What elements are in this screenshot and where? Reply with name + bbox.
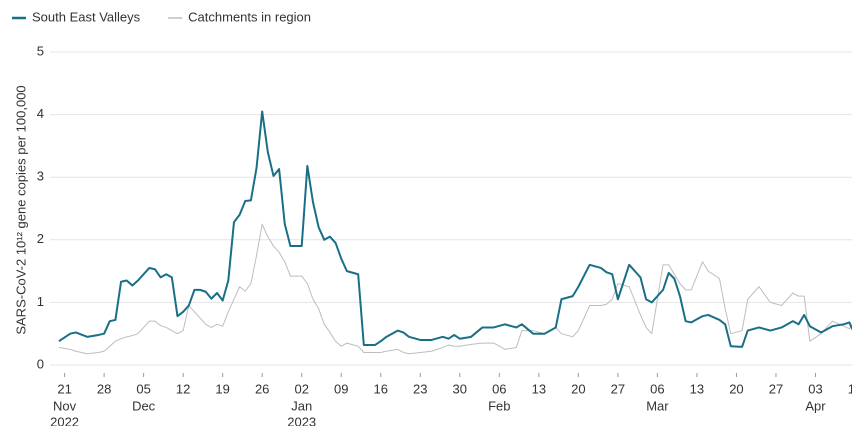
x-tick-label: 20 [729,381,743,396]
x-tick-label: 09 [334,381,348,396]
x-tick-label: 13 [690,381,704,396]
x-tick-label: 19 [215,381,229,396]
x-tick-label: 13 [532,381,546,396]
line-series [58,223,852,355]
x-tick-label: 02 [294,381,308,396]
x-tick-label: 16 [374,381,388,396]
y-tick-label: 3 [37,169,44,184]
x-month-label: Mar [646,398,669,413]
x-tick-label: 20 [571,381,585,396]
x-month-label: Nov [53,398,77,413]
legend-label: Catchments in region [188,9,311,24]
x-month-label: Feb [488,398,510,413]
y-axis-label: SARS-CoV-2 10¹² gene copies per 100,000 [13,85,28,334]
y-tick-label: 2 [37,231,44,246]
x-tick-label: 12 [176,381,190,396]
y-tick-label: 1 [37,294,44,309]
x-tick-label: 10 [848,381,852,396]
x-tick-label: 06 [492,381,506,396]
x-tick-label: 27 [769,381,783,396]
y-tick-label: 4 [37,106,44,121]
x-tick-label: 23 [413,381,427,396]
x-tick-label: 21 [57,381,71,396]
x-month-label: Dec [132,398,156,413]
x-tick-label: 30 [453,381,467,396]
line-series [58,110,852,348]
x-tick-label: 06 [650,381,664,396]
y-tick-label: 0 [37,356,44,371]
x-month-label: Apr [805,398,826,413]
x-tick-label: 03 [808,381,822,396]
x-year-label: 2023 [287,414,316,426]
x-month-label: Jan [291,398,312,413]
x-year-label: 2022 [50,414,79,426]
x-tick-label: 27 [611,381,625,396]
y-tick-label: 5 [37,43,44,58]
x-tick-label: 28 [97,381,111,396]
legend-label: South East Valleys [32,9,141,24]
x-tick-label: 26 [255,381,269,396]
x-tick-label: 05 [136,381,150,396]
